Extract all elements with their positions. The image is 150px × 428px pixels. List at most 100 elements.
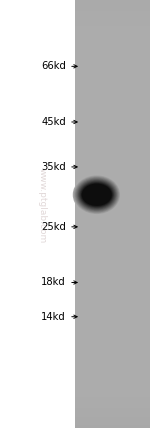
Bar — [75, 408, 150, 411]
Bar — [75, 168, 150, 171]
Bar — [75, 411, 150, 414]
Bar — [75, 94, 150, 97]
Bar — [75, 260, 150, 262]
Bar — [75, 91, 150, 94]
Bar — [75, 214, 150, 217]
Bar — [75, 397, 150, 399]
Bar — [75, 388, 150, 391]
Bar — [75, 237, 150, 240]
Bar — [75, 131, 150, 134]
Bar — [75, 68, 150, 71]
Bar — [75, 320, 150, 322]
Bar — [75, 414, 150, 416]
Bar — [75, 322, 150, 325]
Bar — [75, 83, 150, 86]
Bar — [75, 265, 150, 268]
Bar — [75, 360, 150, 363]
Ellipse shape — [80, 182, 113, 207]
Bar — [75, 100, 150, 103]
Text: 45kd: 45kd — [41, 117, 66, 127]
Bar — [75, 57, 150, 60]
Bar — [75, 297, 150, 300]
Bar — [75, 137, 150, 140]
Bar — [75, 365, 150, 368]
Bar — [75, 123, 150, 125]
Bar — [75, 6, 150, 9]
Bar — [75, 357, 150, 360]
Ellipse shape — [75, 177, 118, 213]
Text: 35kd: 35kd — [41, 162, 66, 172]
Ellipse shape — [82, 184, 112, 206]
Bar — [75, 243, 150, 245]
Bar — [75, 425, 150, 428]
Bar — [75, 308, 150, 311]
Bar — [75, 285, 150, 288]
Bar — [75, 311, 150, 314]
Bar — [75, 339, 150, 342]
Bar — [75, 106, 150, 108]
Bar — [75, 325, 150, 328]
Bar — [75, 114, 150, 117]
Bar — [75, 202, 150, 205]
Bar — [75, 86, 150, 89]
Ellipse shape — [73, 175, 121, 215]
Bar — [75, 103, 150, 106]
Bar — [75, 251, 150, 254]
Bar — [75, 377, 150, 380]
Bar — [75, 143, 150, 146]
Bar — [75, 0, 150, 428]
Bar — [75, 12, 150, 14]
Bar — [75, 134, 150, 137]
Bar — [75, 171, 150, 174]
Bar — [75, 108, 150, 111]
Bar — [75, 160, 150, 163]
Bar — [75, 149, 150, 151]
Bar — [75, 111, 150, 114]
Bar — [75, 154, 150, 157]
Bar — [75, 254, 150, 257]
Bar — [75, 245, 150, 248]
Bar — [75, 314, 150, 317]
Bar — [75, 300, 150, 303]
Bar — [75, 183, 150, 185]
Bar — [75, 3, 150, 6]
Bar — [75, 65, 150, 68]
Bar — [75, 422, 150, 425]
Bar — [75, 342, 150, 345]
Bar — [75, 382, 150, 385]
Bar — [75, 405, 150, 408]
Bar — [75, 328, 150, 331]
Ellipse shape — [77, 179, 116, 210]
Bar — [75, 288, 150, 291]
Bar — [75, 31, 150, 34]
Bar — [75, 151, 150, 154]
Bar — [75, 248, 150, 251]
Bar — [75, 223, 150, 226]
Bar — [75, 262, 150, 265]
Text: 18kd: 18kd — [41, 277, 66, 288]
Bar — [75, 188, 150, 191]
Bar — [75, 74, 150, 77]
Bar — [75, 117, 150, 120]
Bar — [75, 385, 150, 388]
Ellipse shape — [79, 181, 115, 209]
Ellipse shape — [76, 178, 117, 211]
Bar — [75, 29, 150, 31]
Bar — [75, 125, 150, 128]
Bar — [75, 334, 150, 337]
Bar — [75, 37, 150, 40]
Bar — [75, 354, 150, 357]
Bar — [75, 380, 150, 382]
Bar — [75, 51, 150, 54]
Bar — [75, 368, 150, 371]
Bar — [75, 146, 150, 149]
Ellipse shape — [74, 175, 120, 214]
Bar — [75, 185, 150, 188]
Bar — [75, 231, 150, 234]
Bar — [75, 43, 150, 46]
Bar — [75, 120, 150, 123]
Bar — [75, 268, 150, 271]
Bar — [75, 20, 150, 23]
Bar — [75, 194, 150, 197]
Bar — [75, 399, 150, 402]
